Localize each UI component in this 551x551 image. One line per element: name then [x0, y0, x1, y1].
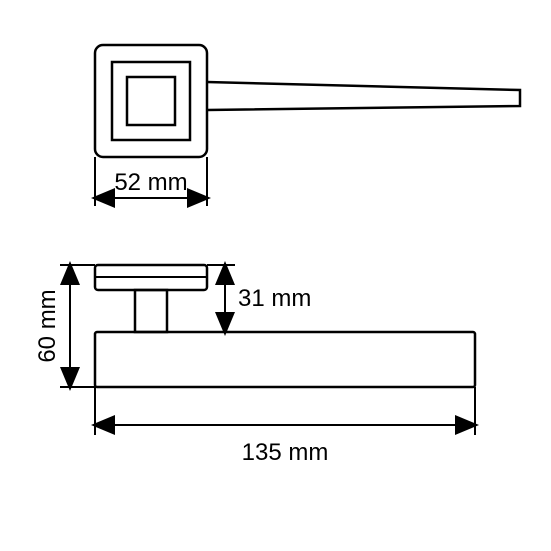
- top-view: 52 mm: [95, 45, 520, 206]
- technical-drawing: 52 mm 31 mm 60 mm 135 mm: [0, 0, 551, 551]
- dim-52-label: 52 mm: [114, 169, 187, 196]
- side-handle: [95, 332, 475, 387]
- dim-135mm: 135 mm: [95, 387, 475, 466]
- rose-inner: [127, 77, 175, 125]
- dim-31-label: 31 mm: [238, 285, 311, 312]
- dim-135-label: 135 mm: [242, 439, 329, 466]
- side-neck: [135, 290, 167, 332]
- side-view: 31 mm 60 mm 135 mm: [34, 265, 475, 466]
- lever-top-outline: [207, 82, 520, 110]
- dim-60-label: 60 mm: [34, 289, 61, 362]
- rose-mid: [112, 62, 190, 140]
- dim-60mm: 60 mm: [34, 265, 95, 387]
- dim-52mm: 52 mm: [95, 157, 207, 206]
- dim-31mm: 31 mm: [167, 265, 311, 332]
